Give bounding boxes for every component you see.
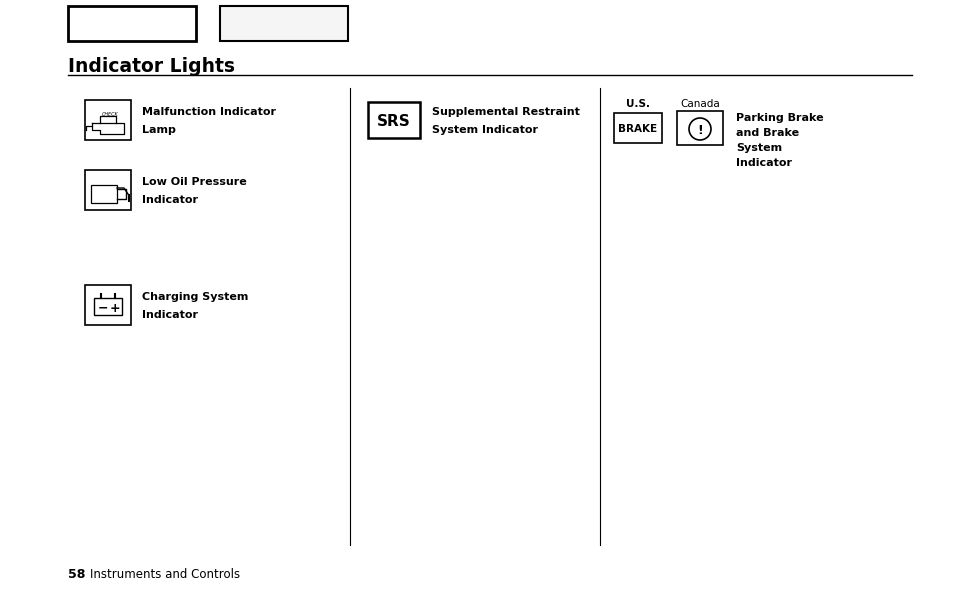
Text: Lamp: Lamp (142, 125, 175, 135)
Bar (220, 6, 348, 41)
Text: CHECK: CHECK (102, 112, 118, 117)
Bar (85, 285, 131, 325)
Text: Canada: Canada (679, 99, 720, 109)
Text: Indicator: Indicator (142, 195, 198, 205)
Text: System Indicator: System Indicator (432, 125, 537, 135)
Text: !: ! (697, 123, 702, 136)
Bar (85, 170, 131, 210)
Bar (677, 111, 722, 145)
Text: −: − (97, 301, 108, 314)
Text: BRAKE: BRAKE (618, 124, 657, 134)
Bar (91, 185, 117, 203)
Text: Parking Brake: Parking Brake (735, 113, 822, 123)
Bar (94, 298, 122, 315)
Text: +: + (110, 301, 120, 314)
Bar (368, 102, 419, 138)
Bar (614, 113, 661, 143)
Text: Supplemental Restraint: Supplemental Restraint (432, 107, 579, 117)
Text: and Brake: and Brake (735, 128, 799, 138)
Text: 58: 58 (68, 569, 85, 581)
Text: System: System (735, 143, 781, 153)
Bar (68, 6, 195, 41)
Text: Indicator: Indicator (142, 310, 198, 320)
Text: Malfunction Indicator: Malfunction Indicator (142, 107, 275, 117)
Text: U.S.: U.S. (625, 99, 649, 109)
Text: Low Oil Pressure: Low Oil Pressure (142, 177, 247, 187)
Text: SRS: SRS (376, 114, 411, 128)
Text: Indicator Lights: Indicator Lights (68, 57, 234, 76)
Bar (85, 100, 131, 140)
Text: Instruments and Controls: Instruments and Controls (90, 569, 240, 581)
Text: Charging System: Charging System (142, 292, 248, 302)
Text: Indicator: Indicator (735, 158, 791, 168)
